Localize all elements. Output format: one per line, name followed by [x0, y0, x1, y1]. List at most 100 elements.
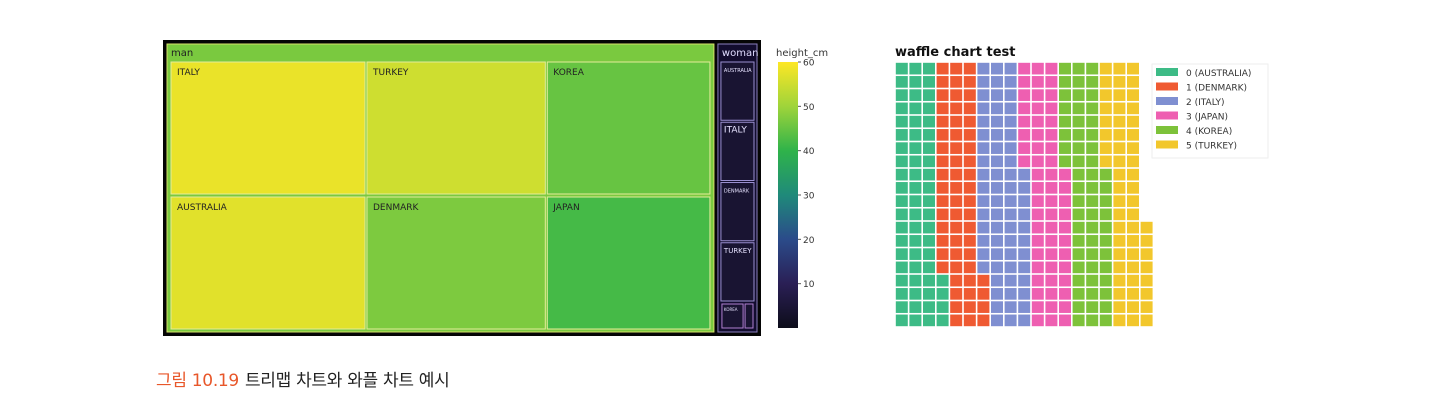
waffle-cell [1004, 142, 1017, 154]
waffle-cell [1018, 142, 1031, 154]
treemap-tile-rect [720, 242, 755, 302]
waffle-cell [1004, 301, 1017, 313]
waffle-cell [1127, 195, 1139, 207]
waffle-cell [950, 115, 963, 128]
waffle-cell [1127, 155, 1139, 168]
treemap-group-woman-label: woman [722, 48, 759, 59]
treemap-tile-rect [721, 303, 744, 329]
waffle-cell [1072, 168, 1085, 181]
waffle-cell [1140, 221, 1153, 234]
waffle-cell [923, 235, 935, 247]
waffle-cell [963, 76, 976, 88]
waffle-cell [895, 195, 908, 207]
waffle-cell [895, 274, 908, 287]
waffle-cell [991, 314, 1003, 327]
waffle-cell [977, 195, 990, 207]
waffle-cell [1140, 261, 1153, 274]
waffle-cell [963, 288, 976, 300]
waffle-cell [991, 89, 1003, 101]
waffle-cell [1018, 274, 1031, 287]
waffle-cell [1072, 261, 1085, 274]
waffle-cell [950, 62, 963, 75]
waffle-cell [1059, 76, 1071, 88]
waffle-cell [936, 261, 949, 274]
waffle-cell [1059, 314, 1071, 327]
waffle-cell [977, 102, 990, 115]
legend-label: 0 (AUSTRALIA) [1186, 69, 1251, 79]
waffle-cell [1059, 182, 1071, 194]
waffle-cell [909, 261, 922, 274]
waffle-cell [1127, 314, 1139, 327]
waffle-cell [977, 142, 990, 154]
waffle-cell [1099, 261, 1112, 274]
waffle-cell [909, 248, 922, 260]
waffle-cell [1018, 301, 1031, 313]
waffle-cell [923, 76, 935, 88]
waffle-cell [1045, 115, 1058, 128]
waffle-cell [936, 102, 949, 115]
waffle-cell [1045, 235, 1058, 247]
waffle-cell [909, 301, 922, 313]
waffle-cell [1140, 288, 1153, 300]
waffle-cell [1086, 155, 1099, 168]
waffle-cell [977, 115, 990, 128]
waffle-cell [1127, 235, 1139, 247]
waffle-cell [1072, 89, 1085, 101]
waffle-cell [936, 182, 949, 194]
waffle-cell [1113, 76, 1126, 88]
waffle-cell [936, 314, 949, 327]
waffle-cell [1072, 221, 1085, 234]
waffle-cell [936, 76, 949, 88]
colorbar-tick-label: 10 [803, 280, 815, 290]
waffle-cell [1059, 274, 1071, 287]
waffle-cell [991, 102, 1003, 115]
waffle-cell [895, 301, 908, 313]
waffle-cell [909, 314, 922, 327]
waffle-cell [1045, 221, 1058, 234]
waffle-cell [1045, 261, 1058, 274]
waffle-cell [1086, 76, 1099, 88]
figure-caption: 그림 10.19 트리맵 차트와 와플 차트 예시 [156, 366, 450, 391]
waffle-cell [1127, 102, 1139, 115]
waffle-cell [1072, 76, 1085, 88]
waffle-cell [1018, 261, 1031, 274]
waffle-cell [963, 142, 976, 154]
treemap-tile-label: ITALY [724, 125, 747, 135]
waffle-cell [936, 155, 949, 168]
waffle-cell [950, 182, 963, 194]
waffle-cell [1072, 129, 1085, 141]
waffle-cell [1072, 274, 1085, 287]
waffle-cell [923, 208, 935, 221]
waffle-cell [923, 274, 935, 287]
waffle-cell [977, 155, 990, 168]
waffle-cell [1099, 142, 1112, 154]
waffle-cell [977, 314, 990, 327]
waffle-cell [1059, 235, 1071, 247]
waffle-cell [1086, 89, 1099, 101]
waffle-cell [1072, 102, 1085, 115]
waffle-cell [977, 288, 990, 300]
colorbar-tick-label: 20 [803, 236, 815, 246]
waffle-cell [1004, 76, 1017, 88]
legend-swatch [1156, 82, 1178, 91]
waffle-cell [1099, 62, 1112, 75]
waffle-cell [977, 129, 990, 141]
waffle-cell [1099, 235, 1112, 247]
waffle-cell [1045, 195, 1058, 207]
waffle-cell [1045, 129, 1058, 141]
waffle-cell [1127, 89, 1139, 101]
waffle-cell [1086, 115, 1099, 128]
waffle-cell [977, 221, 990, 234]
treemap-tile-woman-turkey: TURKEY [720, 242, 755, 302]
waffle-cell [1031, 208, 1044, 221]
waffle-cell [963, 182, 976, 194]
waffle-cell [991, 182, 1003, 194]
waffle-cell [1031, 155, 1044, 168]
waffle-cell [1004, 195, 1017, 207]
waffle-cell [1099, 248, 1112, 260]
legend-swatch [1156, 68, 1178, 76]
waffle-cell [1031, 301, 1044, 313]
legend-label: 1 (DENMARK) [1186, 84, 1247, 94]
waffle-cell [923, 168, 935, 181]
treemap-tile-woman-small-0: KOREA [721, 303, 744, 329]
